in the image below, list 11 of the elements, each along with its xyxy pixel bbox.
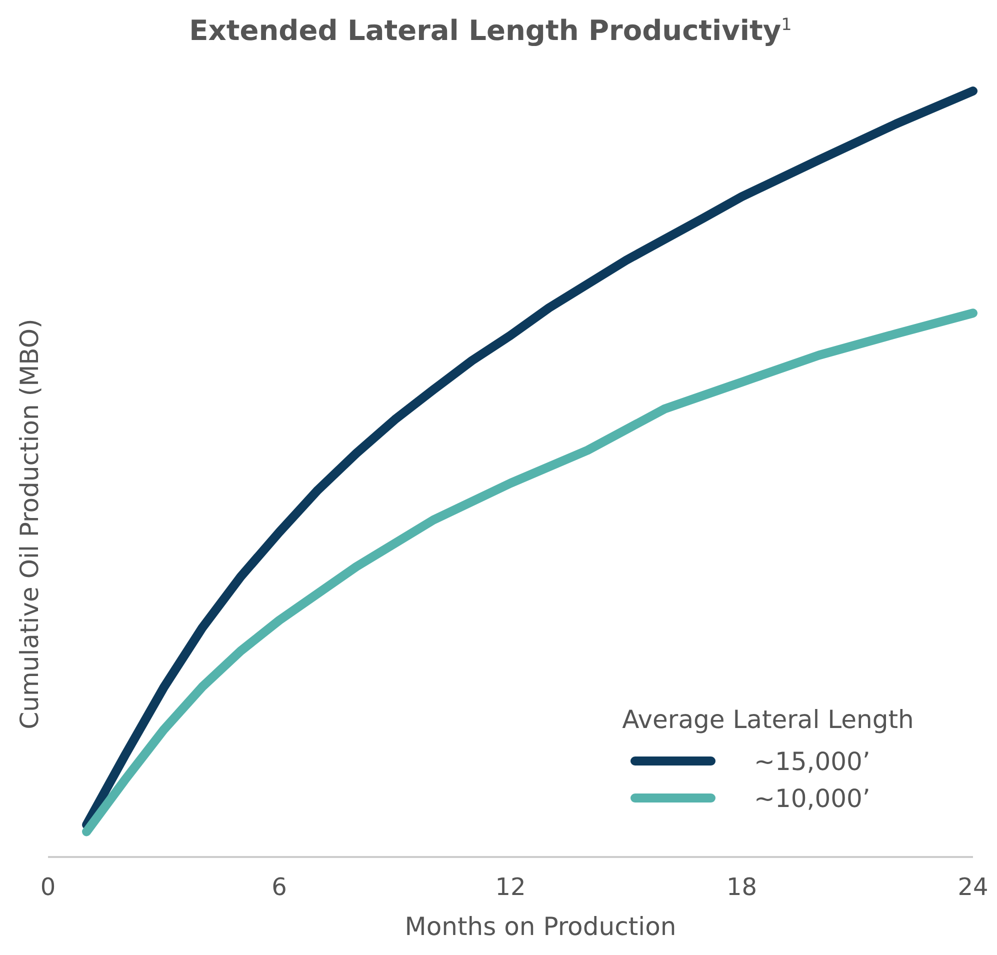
x-tick-label: 12	[495, 873, 526, 901]
y-axis-title: Cumulative Oil Production (MBO)	[15, 318, 44, 730]
legend-label: ~10,000’	[754, 784, 870, 813]
x-tick-label: 6	[272, 873, 287, 901]
x-tick-label: 0	[40, 873, 56, 901]
legend-title: Average Lateral Length	[622, 705, 914, 734]
legend-label: ~15,000’	[754, 747, 870, 776]
chart-title: Extended Lateral Length Productivity$^{1}$	[189, 14, 792, 47]
x-tick-label: 24	[958, 873, 988, 901]
x-tick-label: 18	[726, 873, 758, 901]
x-axis-title: Months on Production	[404, 912, 676, 941]
